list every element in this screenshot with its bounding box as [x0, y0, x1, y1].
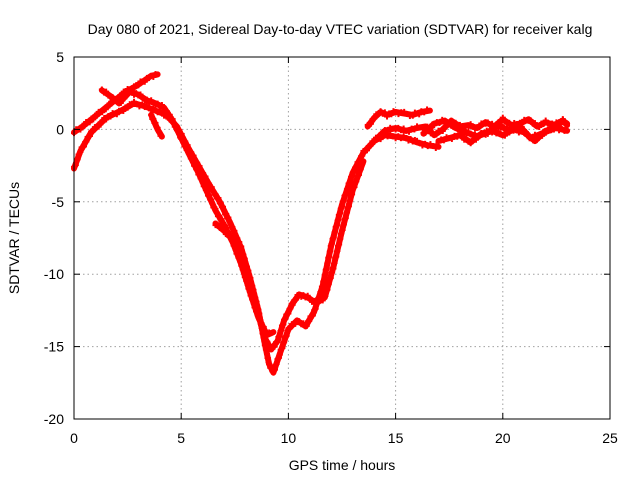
x-tick-label: 20	[495, 430, 511, 446]
y-tick-label: -15	[44, 339, 64, 355]
series-points-3	[98, 86, 275, 339]
x-tick-label: 25	[602, 430, 618, 446]
y-tick-label: -10	[44, 266, 64, 282]
series-line-3	[98, 87, 277, 338]
x-tick-label: 10	[281, 430, 297, 446]
y-tick-label: 0	[56, 121, 64, 137]
x-tick-label: 0	[70, 430, 78, 446]
x-axis-label: GPS time / hours	[289, 457, 396, 473]
x-tick-label: 5	[177, 430, 185, 446]
y-tick-label: -20	[44, 411, 64, 427]
plot-frame	[73, 56, 611, 420]
y-tick-label: -5	[52, 194, 65, 210]
tick-layer: 0 5 10 15 20 25 5 0 -5 -10 -15 -20	[44, 49, 618, 446]
series-points-5	[148, 111, 164, 139]
series-points-9	[435, 124, 568, 147]
x-tick-label: 15	[388, 430, 404, 446]
series-layer	[71, 71, 571, 376]
series-points-1	[71, 98, 439, 375]
chart-title: Day 080 of 2021, Sidereal Day-to-day VTE…	[88, 21, 593, 37]
series-points-6	[364, 106, 431, 128]
series-points-7	[371, 114, 568, 145]
grid-layer	[74, 57, 610, 419]
series-line-1	[71, 100, 442, 376]
y-tick-label: 5	[56, 49, 64, 65]
series-points-4	[212, 160, 366, 351]
y-axis-label: SDTVAR / TECUs	[6, 182, 22, 294]
